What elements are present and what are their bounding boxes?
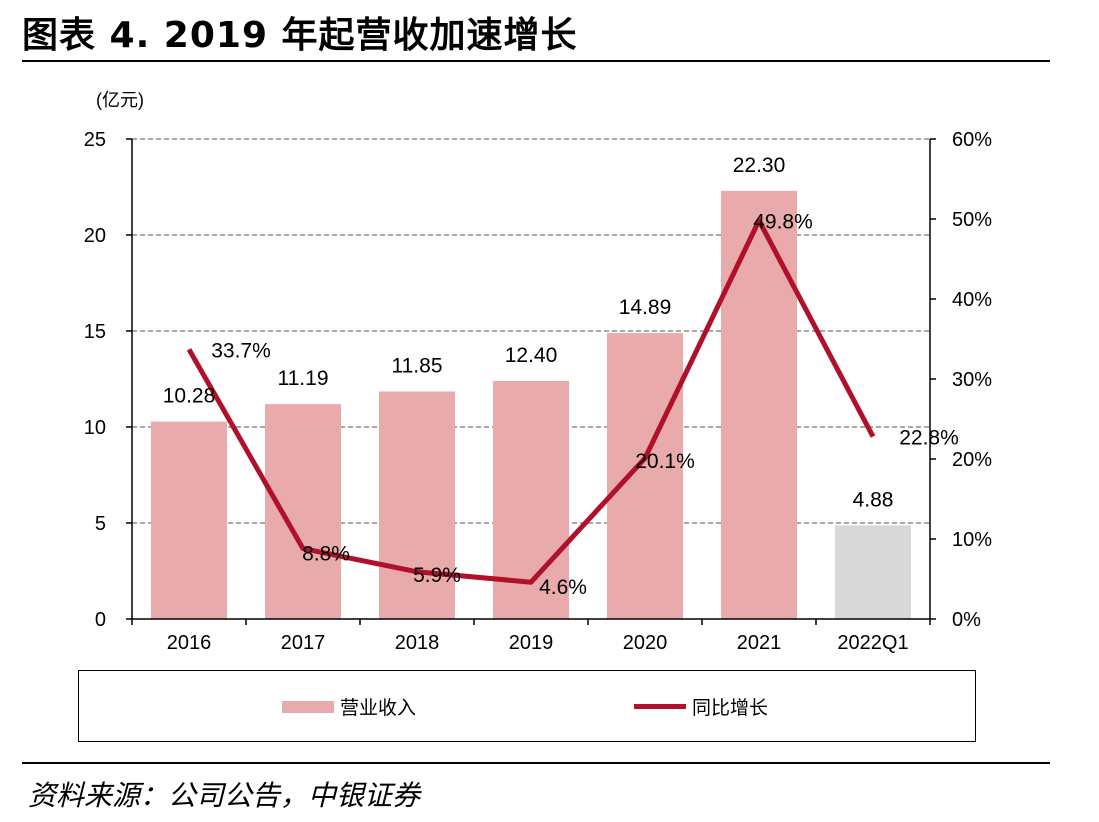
- growth-line: [186, 218, 876, 585]
- bar-value-label: 22.30: [733, 154, 786, 177]
- source-note: 资料来源：公司公告，中银证券: [28, 779, 421, 812]
- x-tick-label: 2016: [167, 632, 212, 654]
- bar-value-label: 14.89: [619, 296, 672, 319]
- y-left-unit-label: (亿元): [96, 90, 144, 110]
- x-tick-label: 2017: [281, 632, 326, 654]
- legend-item-revenue: 营业收入: [282, 693, 416, 720]
- bar-value-label: 10.28: [163, 385, 216, 408]
- x-tick-label: 2021: [737, 632, 782, 654]
- bar-value-label: 4.88: [853, 488, 894, 511]
- x-tick-label: 2022Q1: [837, 632, 908, 654]
- x-tick-label: 2019: [509, 632, 554, 654]
- y-left-tick-label: 20: [84, 225, 106, 247]
- line-value-label: 22.8%: [899, 427, 959, 450]
- bar: [151, 421, 227, 619]
- bar: [265, 404, 341, 619]
- data-labels: 10.28 11.19 11.85 12.40 14.89 22.30 4.88 33.7% 8…: [163, 154, 959, 599]
- y-left-tick-label: 5: [95, 513, 106, 535]
- bar-value-label: 12.40: [505, 344, 558, 367]
- x-tick-label: 2018: [395, 632, 440, 654]
- bar: [607, 333, 683, 619]
- y-right-tick-label: 0%: [952, 609, 981, 631]
- y-right-tick-label: 10%: [952, 529, 992, 551]
- axes: 0 5 10 15 20 25 0% 10% 20% 30% 40% 50% 60% 2016 2017 20…: [84, 90, 992, 654]
- bottom-rule: [22, 762, 1050, 764]
- bar-value-label: 11.85: [392, 354, 443, 377]
- top-rule: [22, 60, 1050, 62]
- bar: [379, 391, 455, 619]
- growth-line-path: [186, 218, 876, 585]
- y-right-tick-label: 20%: [952, 449, 992, 471]
- line-value-label: 20.1%: [635, 450, 695, 473]
- legend-label-revenue: 营业收入: [340, 697, 417, 719]
- legend-bar-swatch: [282, 700, 334, 713]
- figure-title: 图表 4. 2019 年起营收加速增长: [22, 15, 578, 56]
- legend: 营业收入 同比增长: [78, 670, 976, 742]
- y-right-tick-label: 40%: [952, 289, 992, 311]
- line-value-label: 5.9%: [413, 564, 461, 587]
- bar: [721, 190, 797, 619]
- legend-line-swatch: [634, 704, 686, 709]
- bar-value-label: 11.19: [278, 367, 329, 390]
- y-left-tick-label: 15: [84, 321, 106, 343]
- line-value-label: 4.6%: [539, 576, 587, 599]
- y-right-tick-label: 50%: [952, 209, 992, 231]
- y-right-tick-label: 30%: [952, 369, 992, 391]
- y-left-tick-label: 25: [84, 129, 106, 151]
- y-right-tick-label: 60%: [952, 129, 992, 151]
- line-value-label: 49.8%: [753, 211, 813, 234]
- chart: 0 5 10 15 20 25 0% 10% 20% 30% 40% 50% 60% 2016 2017 20…: [84, 90, 992, 654]
- line-value-label: 33.7%: [211, 339, 271, 362]
- line-value-label: 8.8%: [302, 543, 350, 566]
- legend-label-growth: 同比增长: [692, 697, 769, 719]
- bar: [835, 525, 911, 619]
- y-left-tick-label: 0: [95, 609, 106, 631]
- bars: [151, 190, 911, 619]
- x-tick-label: 2020: [623, 632, 668, 654]
- y-left-tick-label: 10: [84, 417, 106, 439]
- legend-item-growth: 同比增长: [634, 693, 768, 720]
